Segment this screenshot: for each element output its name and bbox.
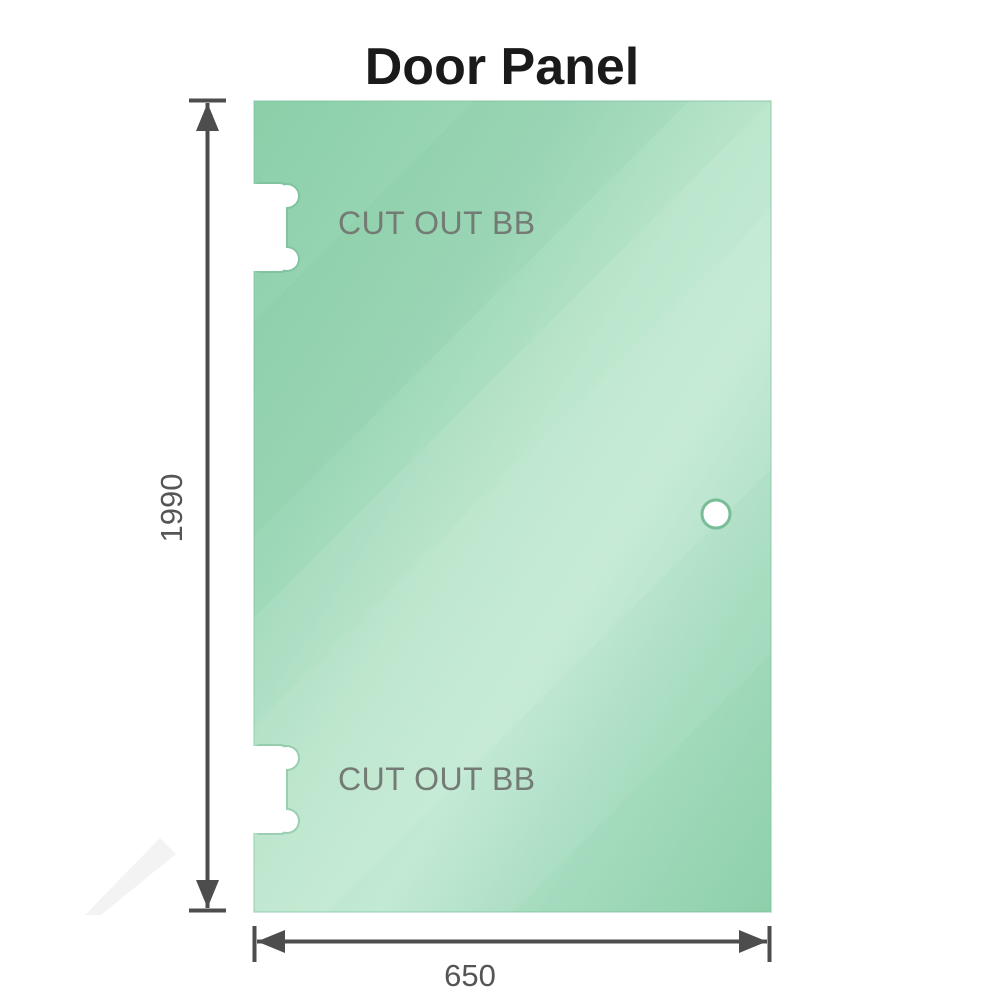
cutout-bottom-label: CUT OUT BB [338,761,536,797]
cutout-top-shape [248,184,298,271]
cutout-bottom [248,744,300,835]
height-dimension-arrowheads [196,103,219,908]
reflection-streak [254,101,689,536]
reflection-streak [254,101,771,726]
reflection-streak [328,469,771,912]
arrow-up-icon [196,103,219,131]
cutout-top-label: CUT OUT BB [338,205,536,241]
height-dimension-lines [189,98,226,913]
glass-panel [253,100,772,913]
arrow-down-icon [196,880,219,908]
cutout-bottom-shape [248,746,298,833]
height-dimension: 1990 [154,98,226,913]
reflection-streak [254,209,771,912]
page-title: Door Panel [365,38,640,96]
width-dimension-lines [252,926,772,962]
handle-hole [700,498,732,530]
glass-panel-body [253,100,772,913]
arrow-right-icon [739,930,767,953]
background-smudge [85,838,176,915]
glass-reflections [254,101,771,912]
width-dimension-arrowheads [257,930,767,953]
height-dimension-value: 1990 [154,474,189,543]
cutout-top [248,182,300,273]
width-dimension: 650 [252,926,772,993]
arrow-left-icon [257,930,285,953]
width-dimension-value: 650 [444,958,496,993]
